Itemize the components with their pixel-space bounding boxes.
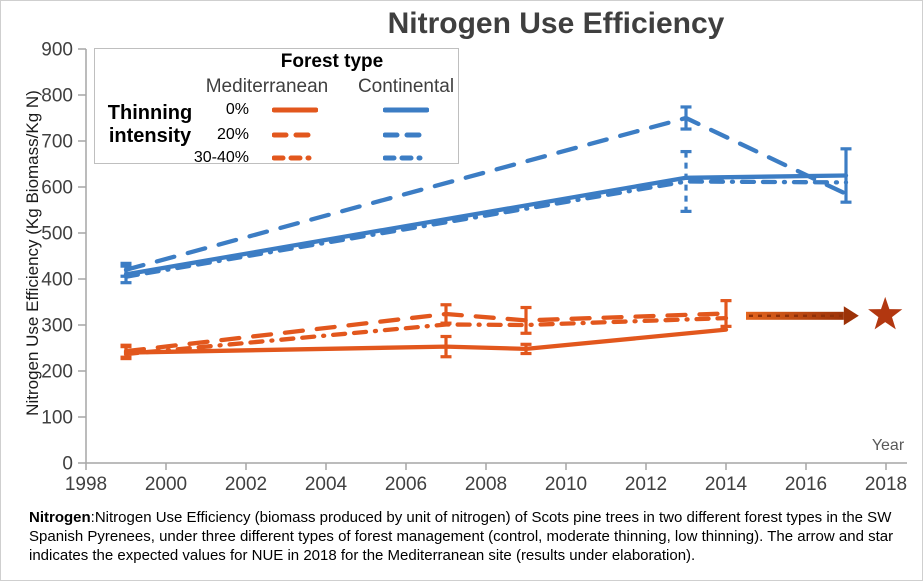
- y-tick-label: 600: [41, 178, 73, 199]
- x-tick-label: 2010: [545, 474, 587, 495]
- legend-column-continental: Continental: [357, 76, 455, 97]
- y-tick-label: 300: [41, 316, 73, 337]
- swatch-mediterranean-dashdot: [272, 155, 318, 161]
- error-bars: [120, 105, 852, 361]
- nue-line-chart: 0 100 200 300 400 500 600 700 800 900 1998 2000 2002…: [41, 40, 907, 496]
- swatch-continental-dashed: [383, 132, 429, 138]
- legend-header-forest-type: Forest type: [280, 51, 384, 72]
- legend-row-label-20pct: 20%: [216, 126, 249, 143]
- caption-lead: Nitrogen: [29, 509, 91, 526]
- legend-column-mediterranean: Mediterranean: [205, 76, 329, 97]
- swatch-mediterranean-dashed: [272, 132, 318, 138]
- y-tick-label: 400: [41, 270, 73, 291]
- swatch-continental-solid: [383, 107, 429, 113]
- series-line-mediterranean-0%: [123, 327, 729, 355]
- legend-group-thinning-intensity: Thinning intensity: [107, 102, 193, 147]
- series-line-continental-30-40%: [123, 179, 849, 279]
- x-tick-label: 2006: [385, 474, 427, 495]
- legend-row-label-0pct: 0%: [225, 101, 249, 118]
- axes: [85, 49, 907, 464]
- chart-legend: Forest type Mediterranean Continental Th…: [94, 48, 459, 166]
- y-tick-label: 500: [41, 224, 73, 245]
- y-tick-label: 200: [41, 362, 73, 383]
- y-tick-label: 100: [41, 408, 73, 429]
- x-tick-label: 2008: [465, 474, 507, 495]
- star-icon: [868, 296, 903, 330]
- series-line-mediterranean-20%: [123, 311, 729, 354]
- x-tick-label: 2018: [865, 474, 907, 495]
- x-tick-label: 2014: [705, 474, 748, 495]
- y-tick-label: 900: [41, 40, 73, 61]
- swatch-continental-dashdot: [383, 155, 429, 161]
- y-tick-label: 700: [41, 132, 73, 153]
- x-axis-ticks: 1998 2000 2002 2004 2006 2008 2010 2012 2014 2016…: [65, 463, 907, 495]
- caption-body: :Nitrogen Use Efficiency (biomass produc…: [29, 509, 894, 564]
- x-tick-label: 2016: [785, 474, 827, 495]
- y-tick-label: 800: [41, 86, 73, 107]
- swatch-mediterranean-solid: [272, 107, 318, 113]
- x-tick-label: 2002: [225, 474, 267, 495]
- x-tick-label: 2012: [625, 474, 667, 495]
- legend-row-label-30-40pct: 30-40%: [193, 149, 249, 166]
- y-tick-label: 0: [62, 454, 73, 475]
- x-tick-label: 2004: [305, 474, 348, 495]
- x-tick-label: 1998: [65, 474, 107, 495]
- chart-title: Nitrogen Use Efficiency: [387, 7, 725, 40]
- x-axis-label: Year: [871, 437, 905, 454]
- series-line-mediterranean-30-40%: [123, 315, 729, 357]
- y-axis-ticks: 0 100 200 300 400 500 600 700 800 900: [41, 40, 86, 475]
- x-tick-label: 2000: [145, 474, 187, 495]
- trend-arrow: [746, 306, 859, 326]
- figure-caption: Nitrogen:Nitrogen Use Efficiency (biomas…: [29, 508, 907, 565]
